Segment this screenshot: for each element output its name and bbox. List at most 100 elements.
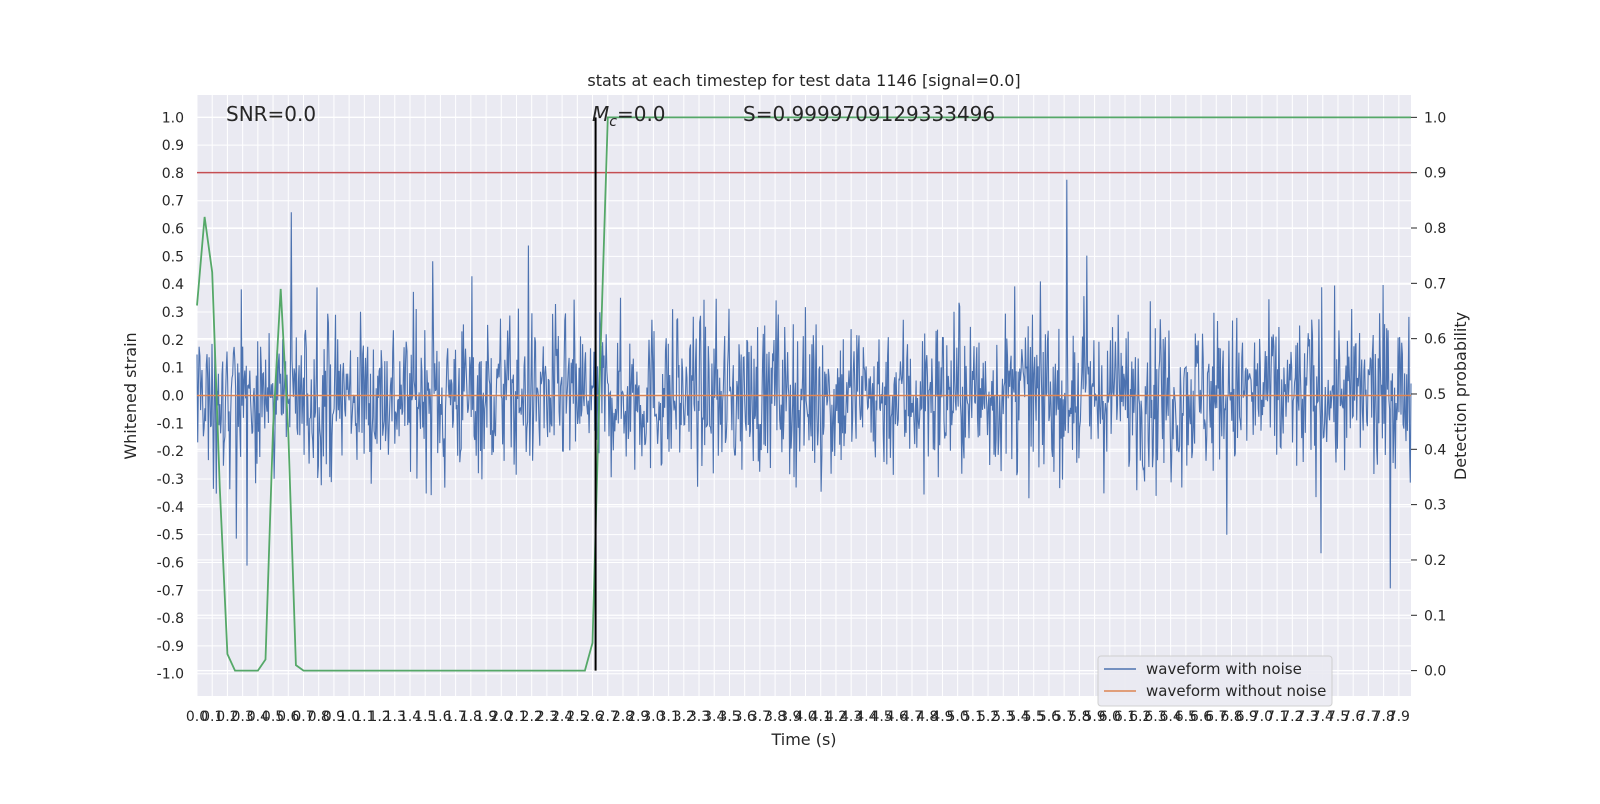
x-tick-label: 7.7 <box>1357 709 1379 725</box>
x-tick-label: 3.9 <box>779 709 801 725</box>
x-tick-label: 4.7 <box>901 709 923 725</box>
x-tick-label: 7.5 <box>1327 709 1349 725</box>
x-tick-label: 6.1 <box>1114 709 1136 725</box>
y-tick-label: -0.8 <box>157 611 184 627</box>
x-tick-label: 1.4 <box>399 709 421 725</box>
x-tick-label: 2.3 <box>536 709 558 725</box>
x-tick-label: 3.2 <box>673 709 695 725</box>
s-annotation: S=0.9999709129333496 <box>743 102 995 126</box>
x-tick-label: 7.1 <box>1266 709 1288 725</box>
x-tick-label: 3.5 <box>718 709 740 725</box>
x-tick-label: 0.7 <box>292 709 314 725</box>
y-axis-label: Whitened strain <box>121 332 140 459</box>
x-tick-label: 2.2 <box>521 709 543 725</box>
x-tick-label: 0.2 <box>216 709 238 725</box>
y-tick-label: 0.2 <box>162 333 184 349</box>
x-tick-label: 6.2 <box>1129 709 1151 725</box>
x-tick-label: 7.9 <box>1388 709 1410 725</box>
x-tick-label: 1.7 <box>444 709 466 725</box>
x-tick-label: 2.0 <box>490 709 512 725</box>
x-tick-label: 3.1 <box>657 709 679 725</box>
x-tick-label: 6.4 <box>1160 709 1182 725</box>
x-tick-label: 2.6 <box>581 709 603 725</box>
mc-symbol: M <box>592 102 609 126</box>
x-tick-label: 4.4 <box>855 709 877 725</box>
mc-annotation: Mc=0.0 <box>592 102 666 130</box>
y-tick-label: -0.1 <box>157 416 184 432</box>
x-tick-label: 3.7 <box>749 709 771 725</box>
x-tick-label: 2.8 <box>612 709 634 725</box>
y-tick-label: 0.9 <box>162 138 184 154</box>
legend-label-waveform-without-noise: waveform without noise <box>1146 682 1326 700</box>
x-tick-label: 4.2 <box>825 709 847 725</box>
series-waveform-with-noise <box>196 179 1412 589</box>
overlay-lines <box>196 116 1411 672</box>
x-tick-label: 5.8 <box>1068 709 1090 725</box>
x-tick-label: 2.1 <box>505 709 527 725</box>
mc-subscript: c <box>609 114 617 130</box>
y2-tick-label: 0.8 <box>1424 221 1446 237</box>
y-tick-label: 0.5 <box>162 249 184 265</box>
x-tick-label: 3.3 <box>688 709 710 725</box>
y2-tick-label: 0.5 <box>1424 387 1446 403</box>
x-tick-label: 1.0 <box>338 709 360 725</box>
legend-box <box>1097 655 1333 707</box>
y-tick-label: -1.0 <box>157 667 184 683</box>
x-tick-label: 6.5 <box>1175 709 1197 725</box>
x-tick-label: 3.4 <box>703 709 725 725</box>
x-tick-label: 7.0 <box>1251 709 1273 725</box>
x-tick-label: 5.6 <box>1038 709 1060 725</box>
chart-title: stats at each timestep for test data 114… <box>587 71 1020 90</box>
x-tick-label: 4.1 <box>810 709 832 725</box>
x-tick-label: 3.0 <box>642 709 664 725</box>
x-tick-label: 4.9 <box>931 709 953 725</box>
x-tick-label: 0.0 <box>186 709 208 725</box>
x-tick-label: 6.6 <box>1190 709 1212 725</box>
legend: waveform with noise waveform without noi… <box>1097 655 1333 707</box>
x-tick-label: 1.1 <box>353 709 375 725</box>
legend-label-waveform-with-noise: waveform with noise <box>1146 660 1302 678</box>
x-tick-label: 1.5 <box>414 709 436 725</box>
y-tick-label: -0.7 <box>157 583 184 599</box>
y2-tick-label: 0.3 <box>1424 498 1446 514</box>
y2-tick-label: 1.0 <box>1424 110 1446 126</box>
x-tick-label: 5.1 <box>962 709 984 725</box>
y-tick-label: 0.1 <box>162 361 184 377</box>
x-tick-label: 3.8 <box>764 709 786 725</box>
x-tick-label: 4.8 <box>916 709 938 725</box>
x-tick-label: 7.3 <box>1296 709 1318 725</box>
y-tick-label: 0.0 <box>162 389 184 405</box>
y-tick-label: 1.0 <box>162 110 184 126</box>
x-tick-label: 3.6 <box>734 709 756 725</box>
x-tick-label: 6.3 <box>1144 709 1166 725</box>
y-tick-label: -0.5 <box>157 528 184 544</box>
x-tick-label: 2.9 <box>627 709 649 725</box>
x-tick-label: 5.7 <box>1053 709 1075 725</box>
y2-axis-label: Detection probability <box>1451 312 1470 480</box>
x-tick-label: 4.0 <box>794 709 816 725</box>
x-tick-label: 0.6 <box>277 709 299 725</box>
x-tick-label: 2.5 <box>566 709 588 725</box>
x-tick-label: 4.6 <box>886 709 908 725</box>
x-tick-label: 4.3 <box>840 709 862 725</box>
x-tick-label: 2.4 <box>551 709 573 725</box>
mc-value: =0.0 <box>617 102 666 126</box>
y-tick-label: -0.4 <box>157 500 184 516</box>
y2-tick-label: 0.2 <box>1424 553 1446 569</box>
x-tick-label: 0.4 <box>247 709 269 725</box>
ticks: 0.00.10.20.30.40.50.60.70.80.91.01.11.21… <box>157 110 1447 725</box>
x-tick-label: 7.4 <box>1312 709 1334 725</box>
y2-tick-label: 0.7 <box>1424 276 1446 292</box>
x-tick-label: 0.3 <box>232 709 254 725</box>
x-tick-label: 6.7 <box>1205 709 1227 725</box>
y2-tick-label: 0.1 <box>1424 608 1446 624</box>
y-tick-label: -0.6 <box>157 555 184 571</box>
y2-tick-label: 0.0 <box>1424 664 1446 680</box>
x-tick-label: 0.5 <box>262 709 284 725</box>
x-tick-label: 1.6 <box>429 709 451 725</box>
x-tick-label: 1.3 <box>384 709 406 725</box>
y-tick-label: -0.2 <box>157 444 184 460</box>
snr-annotation: SNR=0.0 <box>226 102 316 126</box>
